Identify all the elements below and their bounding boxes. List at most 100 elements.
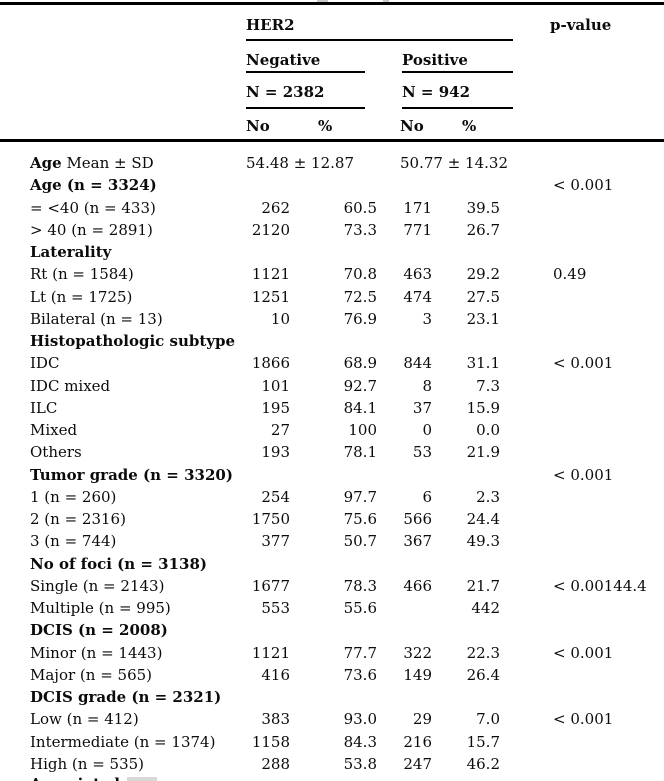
positive-pct-cell: 29.2	[466, 265, 500, 284]
negative-no-cell: 254	[261, 487, 290, 506]
negative-no-cell: 383	[261, 710, 290, 729]
table-row: 1 (n = 260) 254 97.7 6 2.3	[0, 486, 664, 508]
positive-pct-cell: 31.1	[466, 354, 500, 373]
p-value-cell	[502, 508, 664, 530]
positive-no-cell: 566	[403, 510, 432, 528]
positive-pct-cell: 26.7	[466, 220, 500, 239]
negative-pct-cell: 53.8	[343, 754, 377, 773]
positive-no-subheader: No	[400, 117, 424, 135]
row-label: IDC mixed	[30, 376, 111, 395]
p-value-cell	[502, 686, 664, 708]
negative-pct-cell: 72.5	[343, 287, 377, 306]
negative-no-cell: 2120	[251, 220, 290, 239]
positive-pct-cell: 2.3	[476, 487, 500, 506]
row-label: Rt (n = 1584)	[30, 265, 134, 284]
negative-pct-cell: 76.9	[343, 309, 377, 328]
positive-pct-cell	[436, 619, 502, 641]
positive-group-header: Positive	[402, 51, 468, 69]
p-value-cell	[502, 441, 664, 463]
table-row: Others 193 78.1 53 21.9	[0, 441, 664, 463]
p-value-cell	[502, 486, 664, 508]
p-value-cell	[502, 397, 664, 419]
positive-pct-cell: 23.1	[466, 309, 500, 328]
row-label: Mixed	[30, 421, 78, 439]
table-row: > 40 (n = 2891) 2120 73.3 771 26.7	[0, 219, 664, 241]
negative-pct-cell: 60.5	[343, 198, 377, 217]
positive-no-cell: 247	[403, 754, 432, 773]
negative-no-cell	[246, 330, 300, 352]
positive-pct-cell: 7.3	[476, 376, 500, 395]
p-value-column-header: p-value	[550, 16, 612, 34]
positive-no-cell	[380, 330, 436, 352]
table-row: No of foci (n = 3138)	[0, 553, 664, 575]
negative-pct-cell: 97.7	[343, 487, 377, 506]
row-label: DCIS grade (n = 2321)	[30, 688, 222, 706]
table-row: Mixed 27 100 0 0.0	[0, 419, 664, 441]
negative-no-cell: 1121	[251, 265, 290, 284]
row-label: Single (n = 2143)	[30, 576, 165, 595]
negative-pct-cell: 100	[348, 421, 377, 439]
negative-pct-cell: 92.7	[343, 376, 377, 395]
positive-no-cell: 149	[403, 665, 432, 684]
table-row: Low (n = 412) 383 93.0 29 7.0 < 0.001	[0, 708, 664, 730]
positive-pct-cell: 46.2	[466, 754, 500, 773]
negative-no-cell: 553	[261, 599, 290, 617]
negative-no-cell: 262	[261, 198, 290, 217]
p-value-cell	[502, 286, 664, 308]
positive-pct-cell	[436, 553, 502, 575]
p-value-cell: < 0.001	[553, 176, 614, 195]
positive-no-cell: 466	[403, 576, 432, 595]
negative-no-cell: 288	[261, 754, 290, 773]
table-row: = <40 (n = 433) 262 60.5 171 39.5	[0, 197, 664, 219]
row-label: Lt (n = 1725)	[30, 287, 133, 306]
row-label: Age (n = 3324)	[30, 176, 157, 195]
negative-no-cell: 377	[261, 532, 290, 551]
p-value-cell	[502, 619, 664, 641]
row-label: Intermediate (n = 1374)	[30, 732, 216, 751]
row-label: Laterality	[30, 243, 112, 261]
negative-pct-cell: 77.7	[343, 643, 377, 662]
positive-pct-subheader: %	[462, 117, 477, 135]
positive-pct-cell: 24.4	[466, 510, 500, 528]
table-row: ILC 195 84.1 37 15.9	[0, 397, 664, 419]
positive-no-cell	[380, 619, 436, 641]
table-row: Major (n = 565) 416 73.6 149 26.4	[0, 664, 664, 686]
positive-pct-cell: 7.0	[476, 710, 500, 729]
row-label: 3 (n = 744)	[30, 532, 117, 551]
positive-pct-cell: 15.9	[466, 398, 500, 417]
p-value-cell	[502, 375, 664, 397]
p-value-cell	[502, 219, 664, 241]
row-label: Minor (n = 1443)	[30, 643, 163, 662]
negative-no-cell	[246, 241, 300, 263]
positive-no-cell	[380, 597, 436, 619]
clipped-row-label: Associated	[30, 773, 120, 781]
table-row: 3 (n = 744) 377 50.7 367 49.3	[0, 530, 664, 552]
negative-no-cell: 101	[261, 376, 290, 395]
table-row: IDC 1866 68.9 844 31.1 < 0.001	[0, 352, 664, 374]
table-row: Tumor grade (n = 3320) < 0.001	[0, 464, 664, 486]
p-value-cell: < 0.001	[553, 465, 614, 484]
positive-no-cell	[380, 686, 436, 708]
negative-pct-cell	[300, 464, 380, 486]
row-label: Multiple (n = 995)	[30, 599, 171, 617]
negative-pct-cell	[300, 686, 380, 708]
negative-pct-cell: 70.8	[343, 265, 377, 284]
negative-no-cell: 416	[261, 665, 290, 684]
row-label: Histopathologic subtype	[30, 332, 236, 350]
p-value-cell	[502, 330, 664, 352]
row-label: Tumor grade (n = 3320)	[30, 465, 233, 484]
highlight-mark	[127, 777, 158, 781]
row-label: IDC	[30, 354, 60, 373]
positive-pct-cell: 49.3	[466, 532, 500, 551]
table-rule-header-bottom	[0, 139, 664, 142]
p-value-cell: < 0.00144.4	[553, 576, 647, 595]
negative-pct-cell: 78.1	[343, 443, 377, 462]
positive-pct-cell	[436, 174, 502, 196]
table-row: Histopathologic subtype	[0, 330, 664, 352]
negative-no-cell: 1750	[251, 510, 290, 528]
negative-pct-cell	[300, 241, 380, 263]
positive-underline	[402, 71, 513, 73]
p-value-cell: 0.49	[553, 265, 587, 284]
positive-n-underline	[402, 107, 513, 109]
